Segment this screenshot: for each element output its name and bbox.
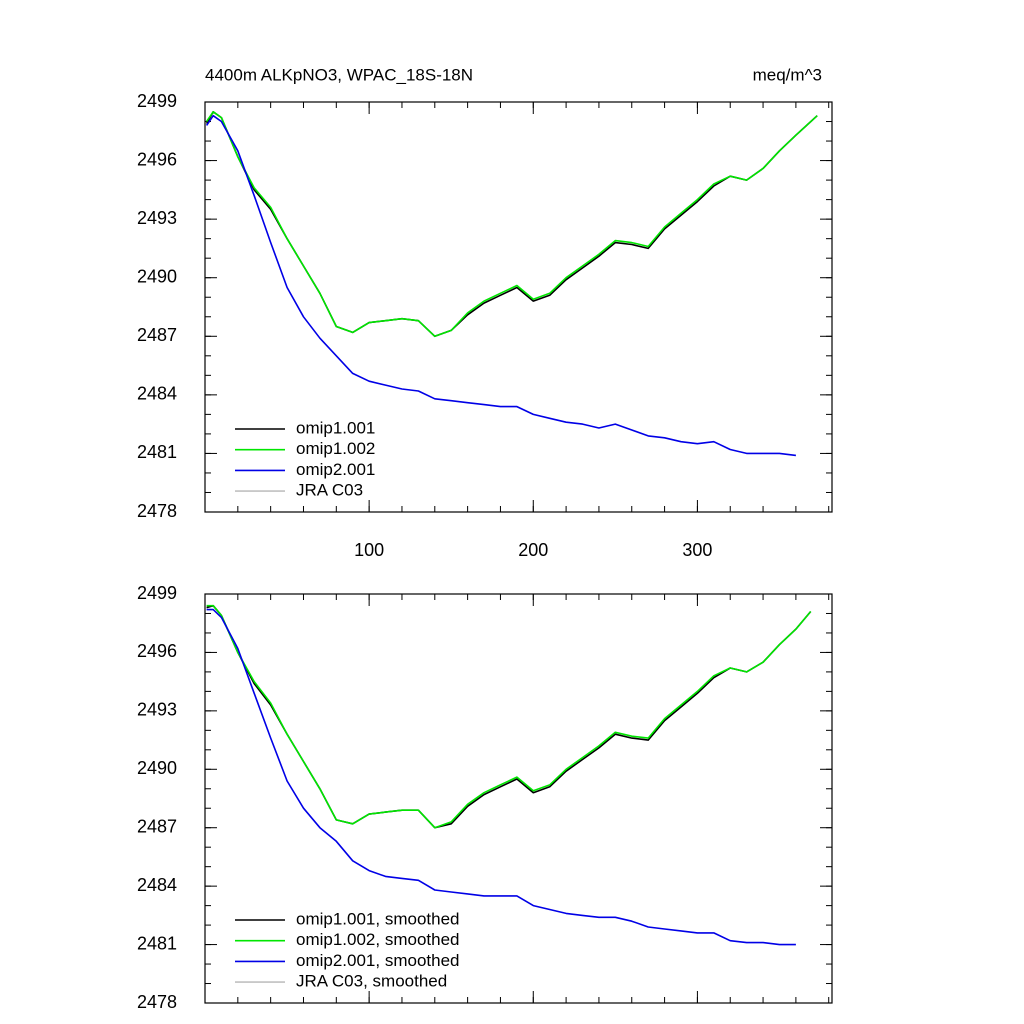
series-line bbox=[206, 604, 812, 829]
y-tick-label: 2490 bbox=[137, 758, 177, 778]
y-tick-label: 2478 bbox=[137, 501, 177, 521]
x-tick-label: 100 bbox=[354, 540, 384, 560]
plot-frame bbox=[204, 101, 833, 513]
y-tick-label: 2496 bbox=[137, 149, 177, 169]
y-tick-label: 2481 bbox=[137, 933, 177, 953]
y-tick-label: 2499 bbox=[137, 91, 177, 111]
legend-label: omip1.002, smoothed bbox=[296, 930, 460, 949]
legend-label: JRA C03 bbox=[296, 481, 363, 500]
series-line bbox=[205, 111, 818, 338]
chart-title: 4400m ALKpNO3, WPAC_18S-18N bbox=[205, 65, 473, 84]
y-tick-label: 2493 bbox=[137, 208, 177, 228]
y-tick-label: 2487 bbox=[137, 325, 177, 345]
y-tick-label: 2484 bbox=[137, 384, 177, 404]
x-tick-label: 200 bbox=[518, 540, 548, 560]
legend-label: JRA C03, smoothed bbox=[296, 972, 447, 991]
series-line bbox=[205, 114, 796, 457]
legend-label: omip2.001 bbox=[296, 460, 375, 479]
y-tick-label: 2487 bbox=[137, 816, 177, 836]
unit-label: meq/m^3 bbox=[753, 65, 822, 84]
legend-label: omip1.002 bbox=[296, 439, 375, 458]
series-line bbox=[206, 604, 812, 829]
y-tick-label: 2484 bbox=[137, 875, 177, 895]
series-line bbox=[205, 111, 818, 338]
legend-label: omip1.001, smoothed bbox=[296, 909, 460, 928]
y-tick-label: 2490 bbox=[137, 266, 177, 286]
y-tick-label: 2496 bbox=[137, 641, 177, 661]
y-tick-label: 2478 bbox=[137, 992, 177, 1012]
series-line bbox=[206, 608, 796, 946]
x-tick-label: 300 bbox=[682, 540, 712, 560]
legend-label: omip2.001, smoothed bbox=[296, 951, 460, 970]
legend-label: omip1.001 bbox=[296, 418, 375, 437]
y-tick-label: 2499 bbox=[137, 583, 177, 603]
y-tick-label: 2493 bbox=[137, 700, 177, 720]
plot-frame bbox=[204, 593, 833, 1004]
y-tick-label: 2481 bbox=[137, 442, 177, 462]
